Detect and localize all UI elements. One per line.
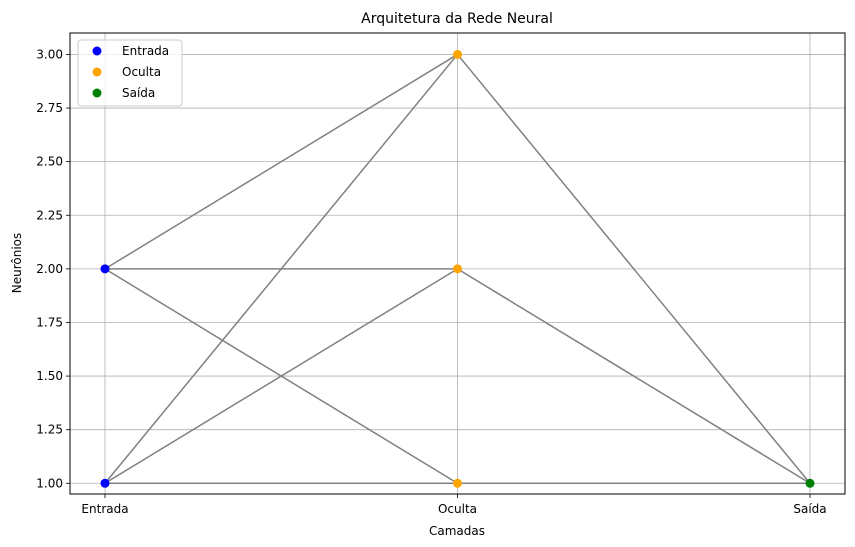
y-axis-title: Neurônios: [10, 233, 24, 294]
connection-line: [104, 268, 458, 484]
legend-label: Entrada: [122, 44, 169, 58]
legend-marker: [92, 88, 102, 98]
legend-box: [77, 39, 183, 107]
y-axis-ticks: 1.00 1.25 1.50 1.75 2.00 2.25 2.50 2.75 3.00: [36, 47, 70, 490]
legend-marker: [92, 46, 102, 56]
x-tick-label: Saída: [793, 502, 826, 516]
legend: Entrada Oculta Saída: [77, 39, 183, 107]
data-point: [805, 478, 815, 488]
y-tick-label: 1.25: [36, 423, 63, 437]
legend-marker: [92, 67, 102, 77]
data-points: [100, 49, 815, 488]
y-tick-label: 2.50: [36, 155, 63, 169]
legend-label: Oculta: [122, 65, 161, 79]
y-tick-label: 1.50: [36, 369, 63, 383]
connection-line: [104, 53, 458, 270]
data-point: [100, 264, 110, 274]
y-tick-label: 2.25: [36, 208, 63, 222]
chart-title: Arquitetura da Rede Neural: [361, 11, 553, 27]
x-tick-label: Oculta: [438, 502, 477, 516]
x-axis-title: Camadas: [429, 524, 485, 538]
connection-line: [456, 53, 811, 484]
data-point: [453, 478, 462, 488]
y-tick-label: 1.00: [36, 476, 63, 490]
y-tick-label: 2.00: [36, 262, 63, 276]
connections: [104, 53, 811, 485]
connection-line: [457, 268, 811, 484]
y-tick-label: 2.75: [36, 101, 63, 115]
data-point: [453, 49, 462, 59]
data-point: [453, 264, 462, 274]
y-tick-label: 3.00: [36, 47, 63, 61]
legend-label: Saída: [122, 86, 155, 100]
y-tick-label: 1.75: [36, 315, 63, 329]
x-axis-ticks: Entrada Oculta Saída: [81, 494, 827, 516]
x-tick-label: Entrada: [81, 502, 128, 516]
data-point: [100, 478, 110, 488]
